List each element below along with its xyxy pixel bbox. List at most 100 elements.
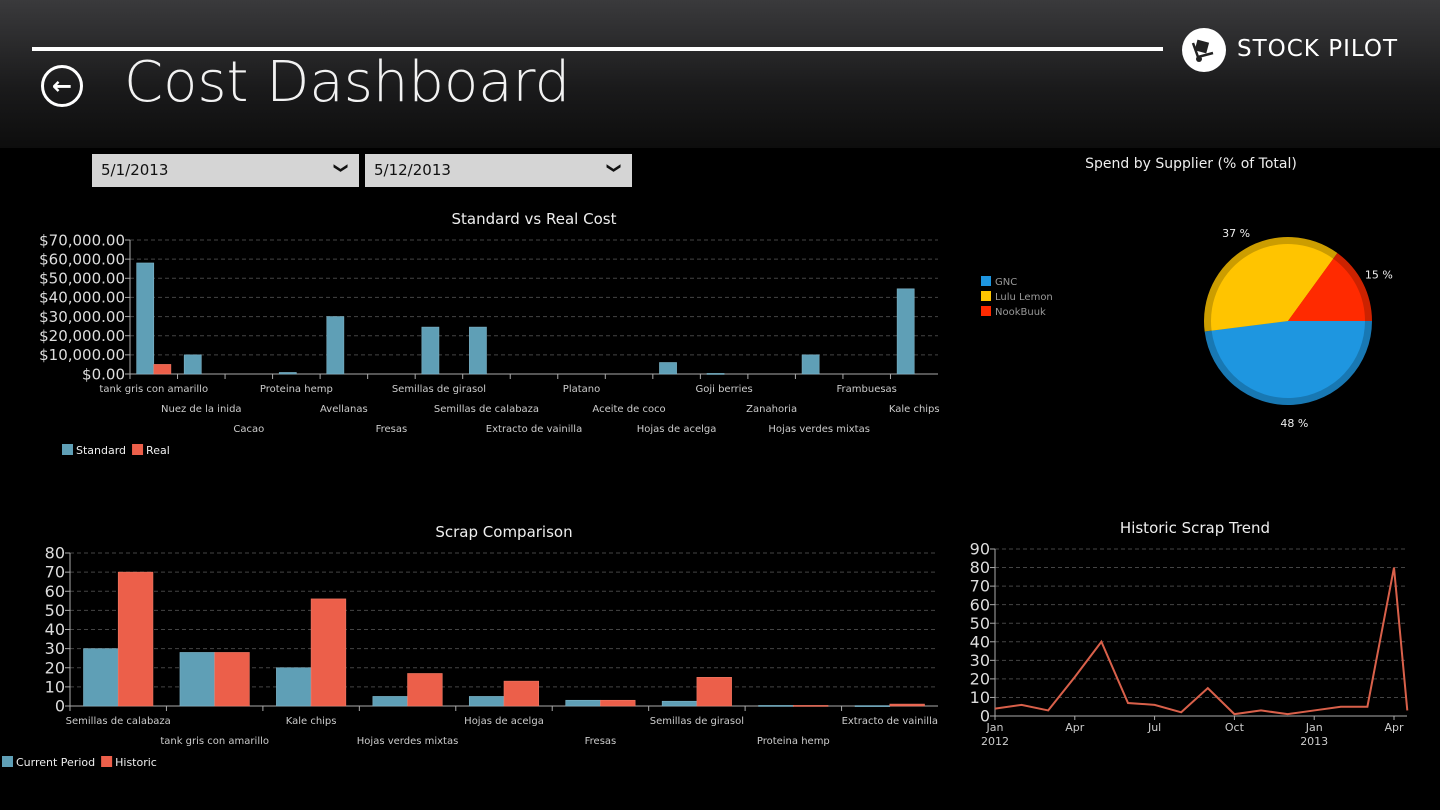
cost-chart-category-label: Nuez de la inida xyxy=(161,404,242,415)
trend-xtick-year: 2012 xyxy=(981,735,1009,748)
pie-slice xyxy=(1288,258,1365,321)
cost-chart-category-label: Aceite de coco xyxy=(592,404,665,415)
scrap-chart-ytick-label: 40 xyxy=(45,620,65,639)
scrap-chart-bar-current-period xyxy=(83,648,119,707)
scrap-chart-category-label: Hojas de acelga xyxy=(464,716,544,727)
cost-chart-category-label: Semillas de calabaza xyxy=(434,404,539,415)
end-date-dropdown[interactable]: 5/12/2013 ❯ xyxy=(365,154,632,187)
hand-truck-logo-icon xyxy=(1182,28,1226,72)
cost-chart-category-label: Frambuesas xyxy=(837,384,897,395)
pie-percent-label: 48 % xyxy=(1280,417,1308,430)
scrap-chart-category-label: Kale chips xyxy=(286,716,337,727)
brand-name: STOCK PILOT xyxy=(1237,36,1399,62)
scrap-chart-ytick-label: 0 xyxy=(55,697,65,716)
start-date-value: 5/1/2013 xyxy=(101,161,169,179)
scrap-chart-bar-current-period xyxy=(854,705,891,707)
trend-xtick-year: 2013 xyxy=(1300,735,1328,748)
scrap-chart-legend-swatch xyxy=(2,756,13,767)
trend-xtick-label: Apr xyxy=(1384,721,1404,734)
scrap-chart-category-label: Semillas de calabaza xyxy=(66,716,171,727)
trend-xtick-label: Oct xyxy=(1225,721,1245,734)
trend-chart-ytick-label: 0 xyxy=(980,707,990,726)
trend-xtick-label: Jan xyxy=(1305,721,1323,734)
cost-chart-ytick-label: $40,000.00 xyxy=(39,289,125,307)
scrap-chart-bar-historic xyxy=(407,673,443,707)
scrap-chart-bar-current-period xyxy=(565,699,601,707)
trend-line xyxy=(994,567,1409,716)
trend-chart-ytick-label: 20 xyxy=(970,669,990,688)
scrap-chart-ytick-label: 30 xyxy=(45,639,65,658)
pie-slice xyxy=(1211,321,1365,398)
scrap-chart-category-label: Fresas xyxy=(585,736,617,747)
cost-chart-category-label: Platano xyxy=(563,384,600,395)
scrap-chart-category-label: Extracto de vainilla xyxy=(842,716,938,727)
cost-chart-bar-standard xyxy=(659,362,677,375)
trend-chart-ytick-label: 70 xyxy=(970,577,990,596)
pie-legend-swatch xyxy=(981,276,991,286)
trend-chart-ytick-label: 30 xyxy=(970,651,990,670)
cost-chart-legend-swatch xyxy=(62,444,73,455)
trend-chart-ytick-label: 80 xyxy=(970,558,990,577)
cost-chart-bar-standard xyxy=(896,288,915,375)
scrap-chart-bar-historic xyxy=(117,571,154,707)
cost-chart-category-label: Semillas de girasol xyxy=(392,384,486,395)
scrap-chart-category-label: Proteina hemp xyxy=(757,736,830,747)
cost-chart-category-label: Avellanas xyxy=(320,404,368,415)
pie-title: Spend by Supplier (% of Total) xyxy=(1085,156,1297,172)
header: ← Cost Dashboard STOCK PILOT xyxy=(0,0,1440,148)
cost-chart-category-label: Goji berries xyxy=(695,384,752,395)
trend-chart-ytick-label: 50 xyxy=(970,614,990,633)
scrap-chart-category-label: Hojas verdes mixtas xyxy=(357,736,459,747)
pie-legend-label: NookBuuk xyxy=(995,307,1046,318)
back-button[interactable]: ← xyxy=(41,65,83,107)
cost-chart-category-label: Kale chips xyxy=(889,404,940,415)
cost-chart-category-label: Zanahoria xyxy=(746,404,797,415)
scrap-chart-ytick-label: 70 xyxy=(45,563,65,582)
scrap-chart-bar-current-period xyxy=(276,667,312,707)
cost-chart-bar-standard xyxy=(278,372,297,375)
scrap-chart-ytick-label: 10 xyxy=(45,677,65,696)
scrap-chart-category-label: Semillas de girasol xyxy=(650,716,744,727)
scrap-chart-ytick-label: 20 xyxy=(45,658,65,677)
pie-percent-label: 37 % xyxy=(1222,227,1250,240)
cost-chart-ytick-label: $20,000.00 xyxy=(39,327,125,345)
scrap-chart-bar-current-period xyxy=(468,696,505,707)
trend-chart-ytick-label: 10 xyxy=(970,688,990,707)
pie-legend-label: Lulu Lemon xyxy=(995,292,1053,303)
cost-chart-legend-label: Standard xyxy=(76,444,126,457)
cost-chart-legend-label: Real xyxy=(146,444,170,457)
pie-slice xyxy=(1211,244,1334,331)
scrap-chart-legend-label: Historic xyxy=(115,756,157,769)
cost-chart-bar-standard xyxy=(469,326,487,375)
scrap-chart-ytick-label: 60 xyxy=(45,582,65,601)
cost-chart-title: Standard vs Real Cost xyxy=(452,210,617,228)
cost-chart-bar-standard xyxy=(801,354,820,375)
cost-chart-bar-standard xyxy=(183,354,202,375)
scrap-chart-legend-swatch xyxy=(101,756,113,767)
scrap-chart-bar-historic xyxy=(214,652,250,707)
cost-chart-ytick-label: $10,000.00 xyxy=(39,346,125,364)
cost-chart-bar-standard xyxy=(136,262,155,375)
scrap-chart-category-label: tank gris con amarillo xyxy=(160,736,269,747)
cost-chart-ytick-label: $50,000.00 xyxy=(39,270,125,288)
start-date-dropdown[interactable]: 5/1/2013 ❯ xyxy=(92,154,359,187)
header-rule xyxy=(32,47,1163,51)
pie-percent-label: 15 % xyxy=(1365,269,1393,282)
scrap-chart-bar-current-period xyxy=(661,700,698,707)
cost-chart-category-label: Cacao xyxy=(233,424,264,435)
cost-chart-bar-standard xyxy=(326,316,345,375)
cost-chart-category-label: Hojas de acelga xyxy=(637,424,717,435)
end-date-value: 5/12/2013 xyxy=(374,161,451,179)
scrap-chart-bar-current-period xyxy=(758,705,794,707)
scrap-chart-title: Scrap Comparison xyxy=(435,523,572,541)
scrap-chart-legend-label: Current Period xyxy=(16,756,95,769)
cost-chart-category-label: Extracto de vainilla xyxy=(486,424,582,435)
pie-legend-swatch xyxy=(981,306,991,316)
scrap-chart-bar-historic xyxy=(310,598,347,707)
arrow-left-icon: ← xyxy=(51,72,73,100)
cost-chart-category-label: Proteina hemp xyxy=(260,384,333,395)
cost-chart-ytick-label: $0.00 xyxy=(82,365,125,383)
scrap-chart-bar-historic xyxy=(793,705,829,707)
trend-title: Historic Scrap Trend xyxy=(1120,519,1270,537)
